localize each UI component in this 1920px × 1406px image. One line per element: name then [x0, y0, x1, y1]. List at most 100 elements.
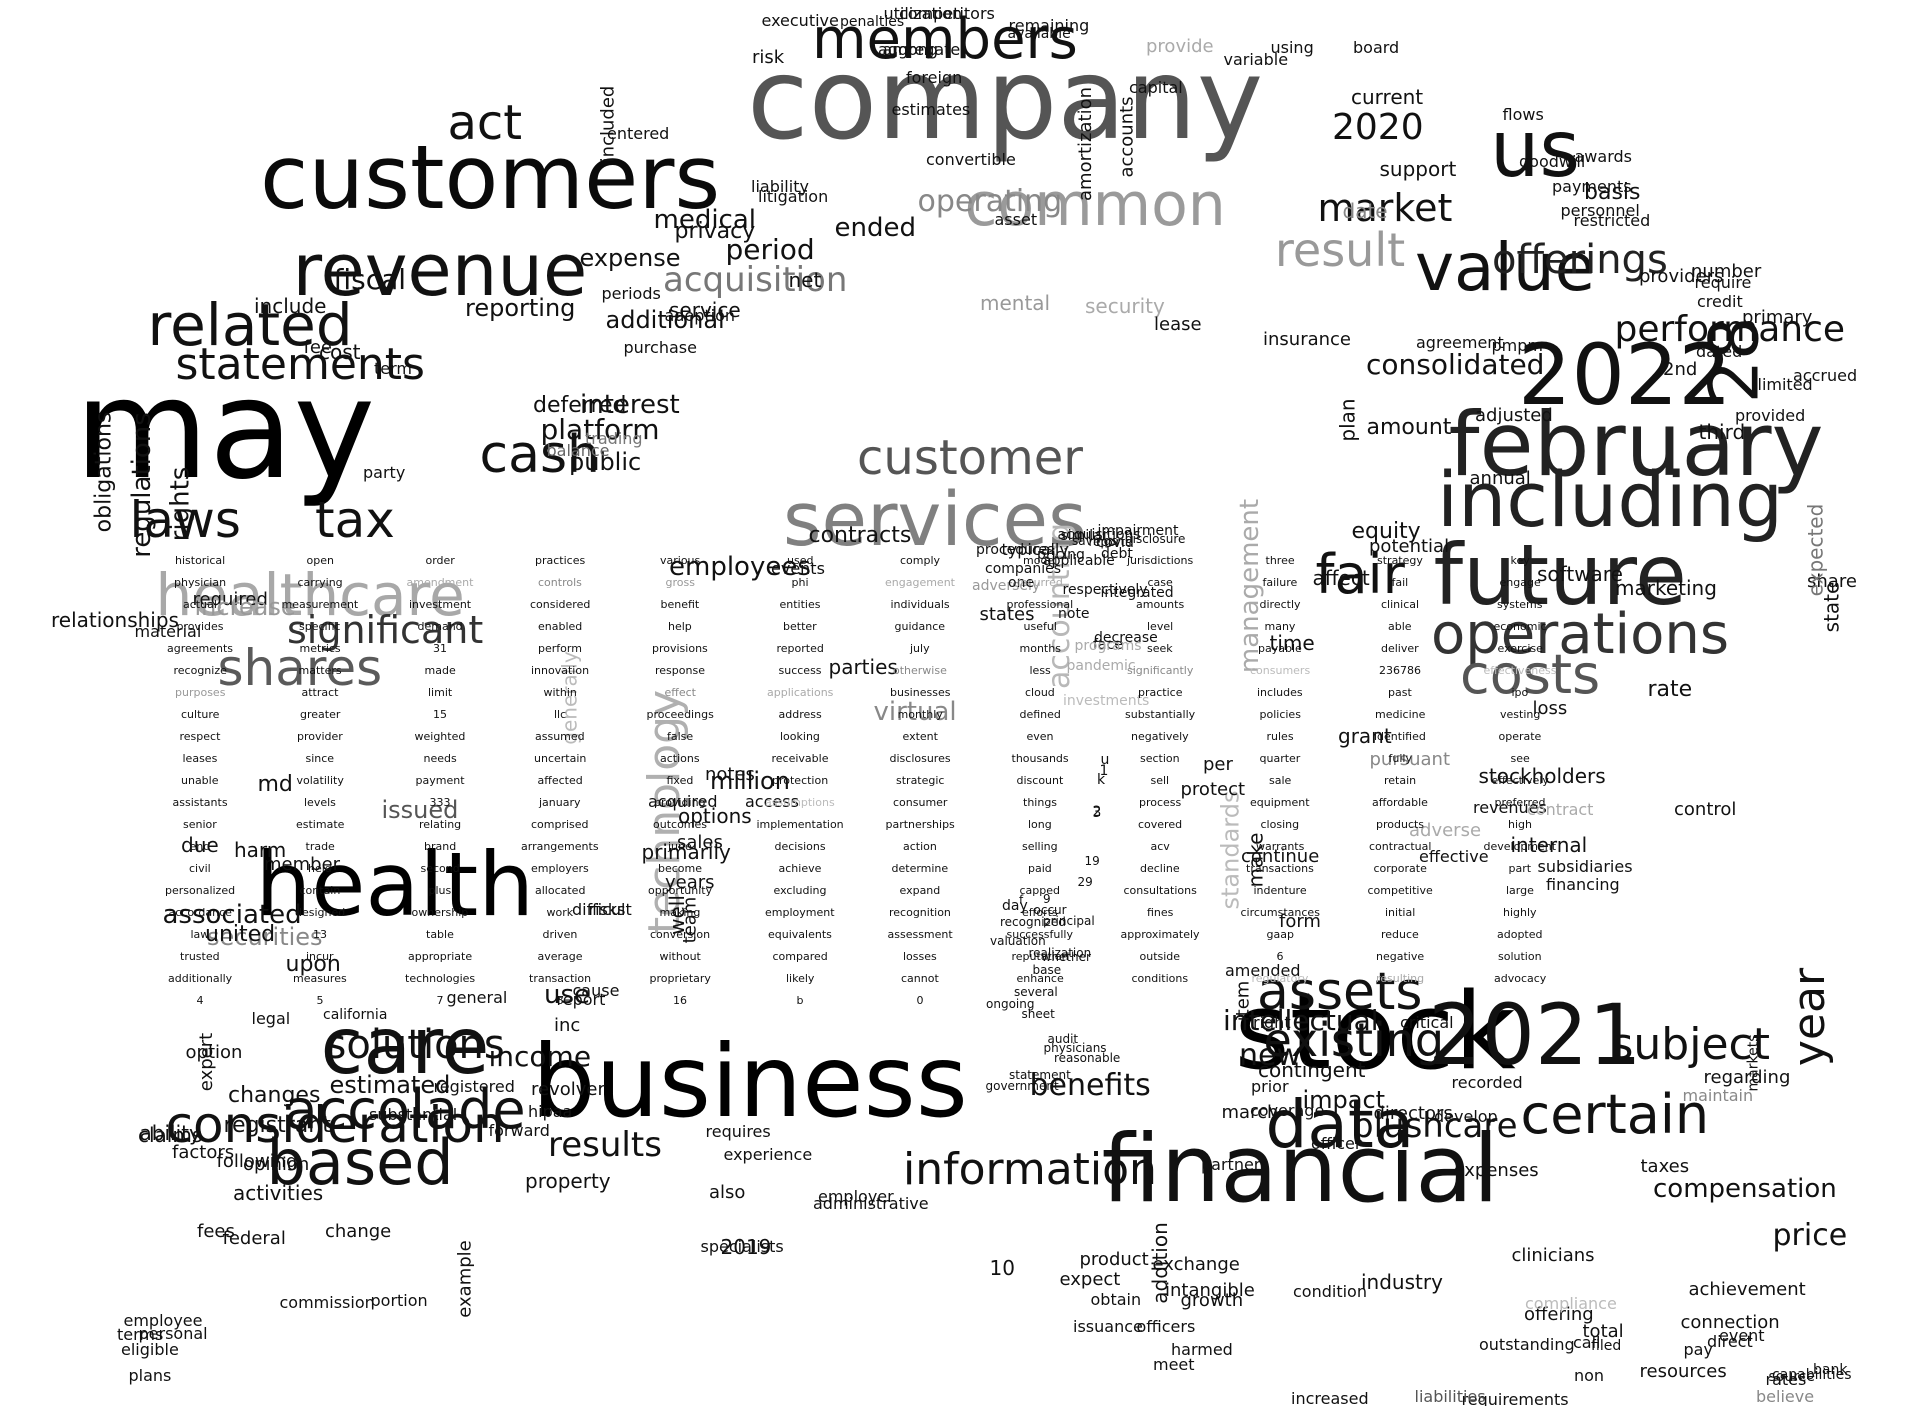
word-ended: ended	[834, 213, 916, 243]
word-successfully: successfully	[1006, 927, 1074, 941]
word-implementation: implementation	[756, 817, 844, 831]
word-reasonable: reasonable	[1054, 1051, 1121, 1065]
word-advocacy: advocacy	[1494, 971, 1547, 985]
word-maintain: maintain	[1682, 1086, 1754, 1105]
word-work: work	[546, 905, 574, 919]
word-law: law	[190, 927, 210, 941]
word-opportunity: opportunity	[648, 883, 713, 897]
word-brand: brand	[424, 839, 457, 853]
word-estimate: estimate	[296, 817, 345, 831]
word-insurance: insurance	[1263, 329, 1352, 350]
word-platform: platform	[540, 413, 660, 446]
word-held: held	[308, 861, 332, 875]
word-expense: expense	[579, 244, 681, 272]
word-security: security	[1085, 294, 1165, 318]
word-critical: critical	[1400, 1013, 1454, 1032]
word-consumers: consumers	[1250, 663, 1311, 677]
word-pandemic: pandemic	[1066, 658, 1136, 674]
word-strategic: strategic	[896, 773, 945, 787]
word-stockholders: stockholders	[1478, 764, 1606, 788]
word-aggregate: aggregate	[878, 40, 961, 59]
word-ipo: ipo	[1511, 685, 1529, 699]
word-prior: prior	[1251, 1077, 1289, 1096]
word-meet: meet	[1153, 1355, 1195, 1374]
word-otherwise: otherwise	[893, 663, 947, 677]
word-variable: variable	[1223, 50, 1289, 69]
word-solutions: solutions	[325, 1022, 505, 1068]
word-year: year	[1784, 967, 1836, 1067]
word-236786: 236786	[1379, 663, 1421, 677]
word-report: report	[556, 990, 606, 1009]
word-savings: savings	[1072, 534, 1118, 548]
word-defined: defined	[1019, 707, 1061, 721]
word-used: used	[787, 553, 814, 567]
word-phi: phi	[791, 575, 809, 589]
word-market: market	[1317, 186, 1453, 230]
word-one: one	[1008, 575, 1035, 591]
word-historical: historical	[175, 553, 226, 567]
word-less: less	[1029, 663, 1051, 677]
word-commission: commission	[279, 1293, 375, 1312]
word-policies: policies	[1259, 707, 1301, 721]
word-measures: measures	[293, 971, 347, 985]
word-unable: unable	[181, 773, 219, 787]
word-incur: incur	[306, 949, 334, 963]
word-service: service	[669, 298, 741, 322]
word-agreement: agreement	[1416, 333, 1504, 352]
word-annual: annual	[1469, 468, 1531, 489]
word-without: without	[659, 949, 701, 963]
word-individuals: individuals	[890, 597, 950, 611]
word-net: net	[788, 268, 822, 292]
word-sales: sales	[677, 832, 723, 853]
word-contracts: contracts	[808, 523, 912, 548]
word-accounts: accounts	[1116, 96, 1138, 178]
word-medicine: medicine	[1375, 707, 1426, 721]
word-parties: parties	[828, 655, 898, 679]
word-adjusted: adjusted	[1475, 405, 1553, 426]
word-compared: compared	[772, 949, 828, 963]
word-even: even	[1026, 729, 1054, 743]
word-general: general	[446, 988, 508, 1007]
word-rates: rates	[1765, 1370, 1807, 1389]
word-based: based	[266, 1126, 454, 1199]
word-offering: offering	[1524, 1304, 1594, 1325]
word-matters: matters	[298, 663, 342, 677]
word-markets: markets	[1744, 1034, 1761, 1092]
word-pricing: pricing	[1037, 547, 1085, 563]
word-effectively: effectively	[1491, 773, 1549, 787]
word-designed: designed	[295, 905, 346, 919]
word-costs: costs	[1460, 643, 1601, 706]
word-better: better	[783, 619, 817, 633]
word-address: address	[778, 707, 822, 721]
word-sheet: sheet	[1021, 1007, 1055, 1021]
word-capped: capped	[1019, 883, 1061, 897]
word-years: years	[665, 872, 715, 893]
word-adversely: adversely	[972, 578, 1041, 594]
word-equivalents: equivalents	[768, 927, 832, 941]
word-corporate: corporate	[1373, 861, 1427, 875]
word-increase: increase	[194, 593, 296, 621]
word-4: 4	[196, 993, 204, 1007]
word-applicable: applicable	[1043, 553, 1115, 569]
word-consumer: consumer	[893, 795, 948, 809]
word-fees: fees	[197, 1221, 235, 1242]
word-mental: mental	[980, 291, 1051, 315]
word-rights: rights	[164, 466, 195, 542]
word-executive: executive	[761, 11, 839, 30]
word-base: base	[1032, 963, 1062, 977]
word-day: day	[1002, 898, 1028, 914]
word-contractual: contractual	[1369, 839, 1432, 853]
word-use: use	[544, 980, 591, 1010]
word-issuance: issuance	[1073, 1317, 1143, 1336]
word-risk: risk	[752, 47, 785, 68]
word-million: million	[710, 767, 790, 795]
word-purchase: purchase	[623, 338, 697, 357]
word-29: 29	[1077, 875, 1093, 889]
word-applications: applications	[767, 685, 834, 699]
word-assistants: assistants	[172, 795, 228, 809]
word-claims: claims	[138, 1123, 203, 1147]
word-success: success	[778, 663, 822, 677]
word-model: model	[1023, 553, 1058, 567]
word-among: among	[882, 40, 938, 59]
word-primarily: primarily	[641, 840, 731, 864]
